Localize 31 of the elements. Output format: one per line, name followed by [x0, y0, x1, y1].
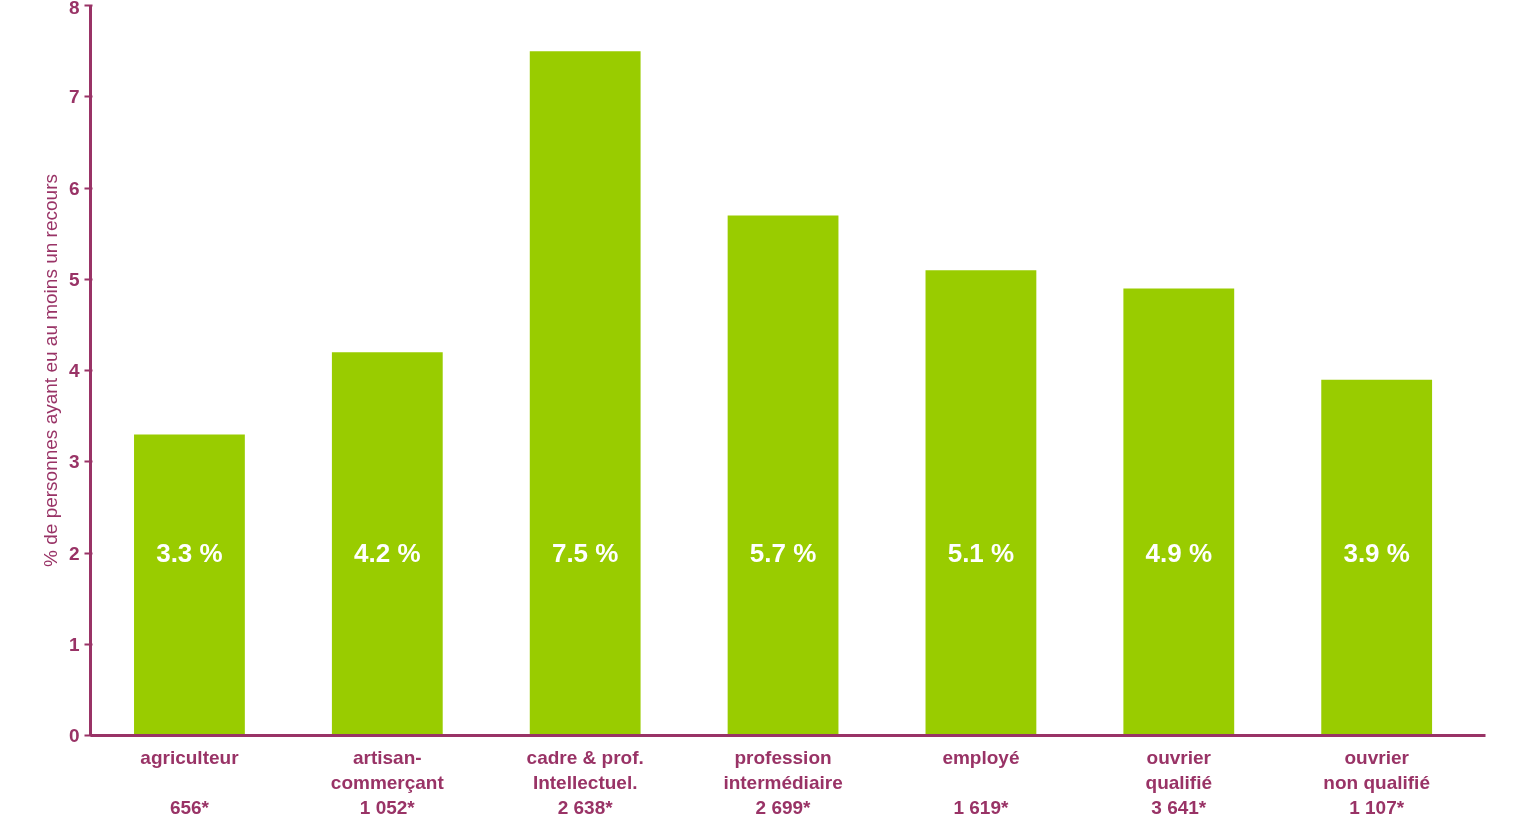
data-label: 3.9 % — [1343, 538, 1410, 568]
bar — [331, 352, 443, 736]
data-label: 3.3 % — [156, 538, 223, 568]
x-tick-label: ouvrier qualifié 3 641* — [1145, 746, 1213, 818]
y-tick-label: 0 — [68, 725, 80, 746]
bar — [1123, 288, 1235, 736]
y-tick-label: 6 — [68, 177, 80, 199]
bar — [134, 434, 245, 736]
category-label: employé 1 619* — [942, 746, 1020, 818]
data-label: 4.2 % — [354, 538, 421, 568]
y-tick-label: 3 — [68, 451, 80, 473]
data-label: 7.5 % — [551, 538, 619, 568]
bar — [727, 215, 839, 736]
y-tick-label: 8 — [68, 0, 80, 18]
y-tick-label: 2 — [68, 542, 80, 564]
x-tick-label: profession intermédiaire 2 699* — [723, 746, 843, 818]
y-tick-label: 5 — [68, 268, 80, 290]
y-tick-label: 7 — [68, 86, 80, 108]
y-tick-label: 1 — [68, 633, 80, 655]
x-tick-label: artisan- commerçant 1 052* — [330, 746, 445, 818]
data-label: 5.7 % — [749, 538, 817, 568]
x-tick-label: cadre & prof. Intellectuel. 2 638* — [526, 746, 644, 818]
category-label: agriculteur 656* — [140, 746, 239, 818]
x-tick-label: ouvrier non qualifié 1 107* — [1323, 746, 1430, 818]
y-axis-title: % de personnes ayant eu au moins un recours — [39, 174, 61, 567]
bar — [529, 51, 641, 736]
y-tick-label: 4 — [68, 360, 80, 381]
data-label: 4.9 % — [1145, 538, 1213, 568]
bar — [1321, 379, 1433, 736]
bar — [925, 270, 1037, 736]
data-label: 5.1 % — [947, 538, 1015, 568]
